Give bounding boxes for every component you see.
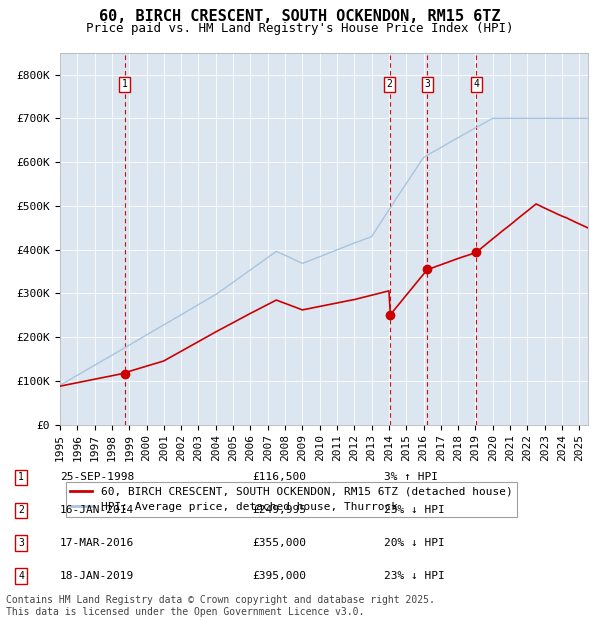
Text: 60, BIRCH CRESCENT, SOUTH OCKENDON, RM15 6TZ: 60, BIRCH CRESCENT, SOUTH OCKENDON, RM15… xyxy=(99,9,501,24)
Text: Contains HM Land Registry data © Crown copyright and database right 2025.
This d: Contains HM Land Registry data © Crown c… xyxy=(6,595,435,617)
Text: 20% ↓ HPI: 20% ↓ HPI xyxy=(384,538,445,548)
Text: 18-JAN-2019: 18-JAN-2019 xyxy=(60,571,134,581)
Text: Price paid vs. HM Land Registry's House Price Index (HPI): Price paid vs. HM Land Registry's House … xyxy=(86,22,514,35)
Text: 3% ↑ HPI: 3% ↑ HPI xyxy=(384,472,438,482)
Text: 4: 4 xyxy=(473,79,479,89)
Text: £249,995: £249,995 xyxy=(252,505,306,515)
Text: 2: 2 xyxy=(386,79,392,89)
Legend: 60, BIRCH CRESCENT, SOUTH OCKENDON, RM15 6TZ (detached house), HPI: Average pric: 60, BIRCH CRESCENT, SOUTH OCKENDON, RM15… xyxy=(65,482,517,517)
Text: £395,000: £395,000 xyxy=(252,571,306,581)
Text: 23% ↓ HPI: 23% ↓ HPI xyxy=(384,571,445,581)
Text: 3: 3 xyxy=(424,79,430,89)
Text: 1: 1 xyxy=(18,472,24,482)
Text: 17-MAR-2016: 17-MAR-2016 xyxy=(60,538,134,548)
Text: £355,000: £355,000 xyxy=(252,538,306,548)
Text: 2: 2 xyxy=(18,505,24,515)
Text: 25-SEP-1998: 25-SEP-1998 xyxy=(60,472,134,482)
Text: 1: 1 xyxy=(122,79,128,89)
Text: 4: 4 xyxy=(18,571,24,581)
Text: 23% ↓ HPI: 23% ↓ HPI xyxy=(384,505,445,515)
Text: 3: 3 xyxy=(18,538,24,548)
Text: 16-JAN-2014: 16-JAN-2014 xyxy=(60,505,134,515)
Text: £116,500: £116,500 xyxy=(252,472,306,482)
